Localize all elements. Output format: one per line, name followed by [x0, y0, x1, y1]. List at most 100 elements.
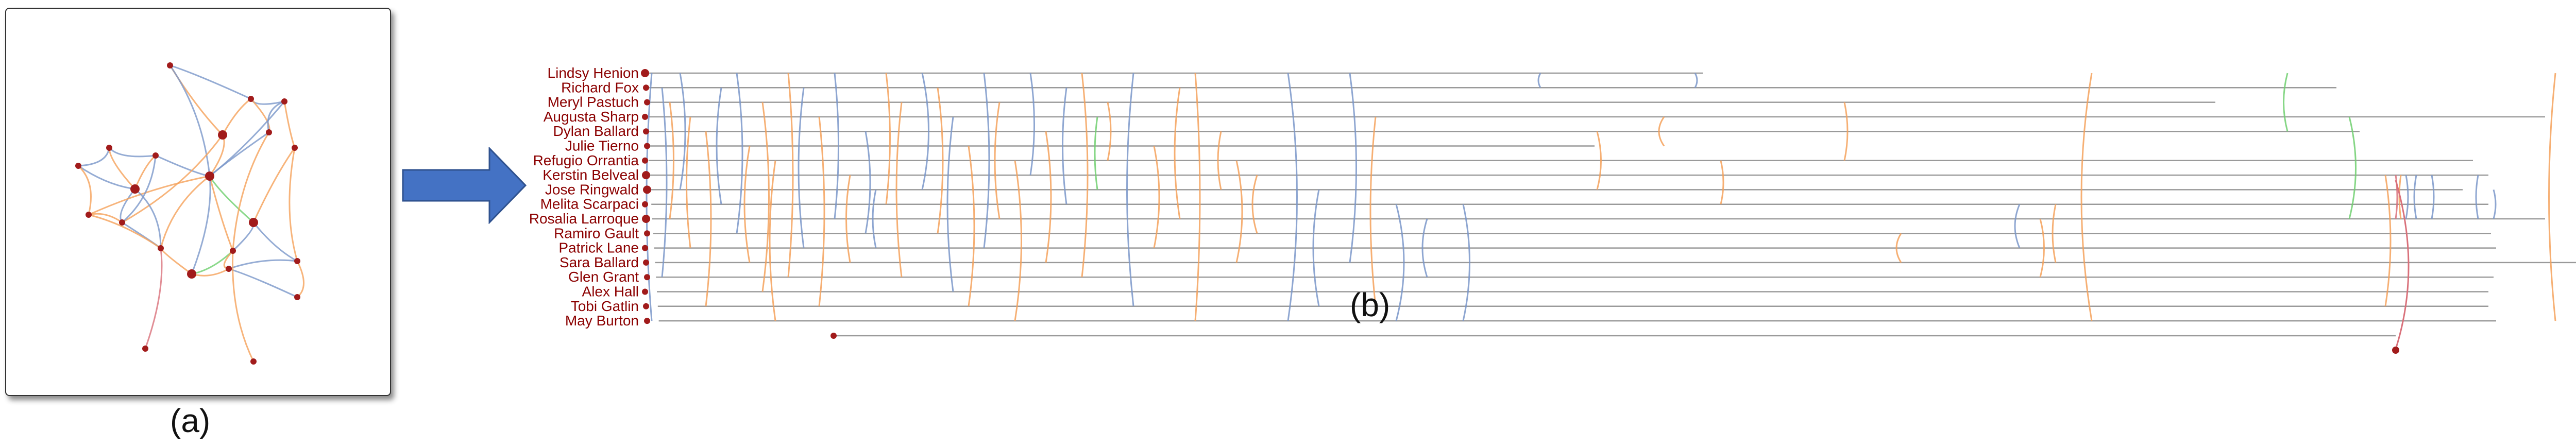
timeline-arc	[1174, 88, 1181, 219]
person-label: May Burton	[565, 313, 639, 329]
timeline-arc	[1421, 218, 1428, 278]
network-node	[249, 218, 258, 227]
caption-a: (a)	[170, 402, 211, 439]
person-label: Jose Ringwald	[545, 181, 639, 197]
timeline-arc	[1045, 131, 1052, 263]
person-label: Refugio Orrantia	[533, 152, 639, 168]
person-node	[641, 69, 649, 77]
person-node	[643, 185, 651, 194]
network-edge	[108, 147, 156, 158]
timeline-arc	[921, 73, 929, 190]
network-node	[266, 129, 272, 135]
timeline-arc	[994, 102, 1001, 219]
network-edge	[88, 214, 161, 249]
timeline-arc	[1094, 116, 1098, 190]
network-edge	[296, 261, 304, 298]
timeline-arc	[1235, 160, 1243, 263]
timeline-arc	[736, 73, 743, 234]
timeline-arc	[818, 116, 825, 306]
person-label: Kerstin Belveal	[543, 167, 639, 183]
person-label: Dylan Ballard	[553, 123, 639, 139]
timeline-arc	[885, 73, 891, 204]
person-label: Augusta Sharp	[544, 109, 639, 125]
timeline-arc	[2493, 189, 2497, 219]
timeline-arc	[895, 102, 903, 278]
person-node	[642, 288, 648, 295]
network-node	[119, 219, 125, 226]
network-node	[167, 62, 173, 68]
timeline-arc	[1895, 233, 1902, 263]
timeline-arc	[1720, 160, 1724, 205]
timeline-arc	[798, 88, 805, 248]
timeline-arc	[761, 102, 770, 292]
network-edge	[122, 134, 224, 223]
person-label: Tobi Gatlin	[571, 298, 639, 314]
timeline-arc	[2039, 218, 2045, 278]
person-label: Rosalia Larroque	[529, 211, 639, 227]
network-edge	[169, 65, 211, 177]
person-node	[644, 99, 650, 106]
person-node	[644, 318, 650, 324]
network-node	[218, 130, 227, 140]
timeline-nodes	[641, 69, 2399, 354]
timeline-arc	[845, 175, 851, 263]
person-label: Meryl Pastuch	[548, 94, 639, 110]
network-edge	[267, 100, 285, 133]
timeline-arc	[1369, 116, 1377, 306]
person-label: Richard Fox	[561, 79, 639, 95]
network-edge	[222, 98, 251, 135]
person-node	[643, 84, 649, 91]
network-nodes	[75, 62, 300, 365]
person-node	[642, 215, 650, 223]
timeline-arc	[2395, 180, 2410, 350]
person-node	[642, 171, 650, 180]
person-node	[642, 113, 648, 120]
timeline-arc	[1081, 73, 1089, 278]
timeline-arc	[2080, 73, 2093, 321]
timeline-arc	[2283, 73, 2289, 132]
network-edge	[134, 188, 162, 249]
timeline-arc	[1843, 102, 1849, 161]
timeline-arc	[1658, 116, 1665, 147]
person-node	[831, 333, 837, 339]
network-node	[292, 145, 298, 151]
timeline-arc	[2475, 175, 2479, 219]
timeline-arc	[2384, 175, 2392, 307]
network-graph	[75, 62, 304, 365]
timeline-arc	[2548, 73, 2556, 321]
timeline-arc	[716, 88, 722, 204]
network-node	[294, 294, 300, 300]
timeline-arc	[2348, 116, 2357, 219]
timeline-arc	[1014, 160, 1022, 321]
person-node	[642, 201, 648, 208]
person-node	[643, 303, 649, 309]
person-label: Glen Grant	[568, 269, 639, 285]
network-edge	[228, 268, 298, 298]
timeline-arc	[2405, 175, 2409, 219]
person-node	[642, 245, 648, 251]
timeline-arc	[2431, 175, 2435, 219]
network-edge	[88, 175, 210, 216]
timeline-arc	[968, 146, 975, 307]
caption-b: (b)	[1350, 286, 1391, 323]
timeline-arc	[1287, 73, 1298, 321]
timeline-arc	[1107, 102, 1112, 161]
person-label: Patrick Lane	[558, 240, 639, 256]
network-node	[106, 145, 112, 151]
network-edge	[209, 101, 285, 177]
timeline-arc	[1462, 204, 1470, 321]
network-node	[248, 96, 254, 102]
timeline-arc	[2014, 204, 2021, 249]
network-edge	[232, 132, 270, 251]
network-edge	[209, 176, 234, 251]
timeline-arc	[743, 146, 751, 263]
person-node	[643, 128, 649, 135]
timeline-arc	[705, 131, 712, 306]
network-edge	[78, 147, 110, 167]
network-edge	[283, 101, 296, 148]
network-edge	[160, 175, 210, 249]
network-node	[152, 152, 159, 159]
timeline-arc	[1029, 73, 1035, 176]
